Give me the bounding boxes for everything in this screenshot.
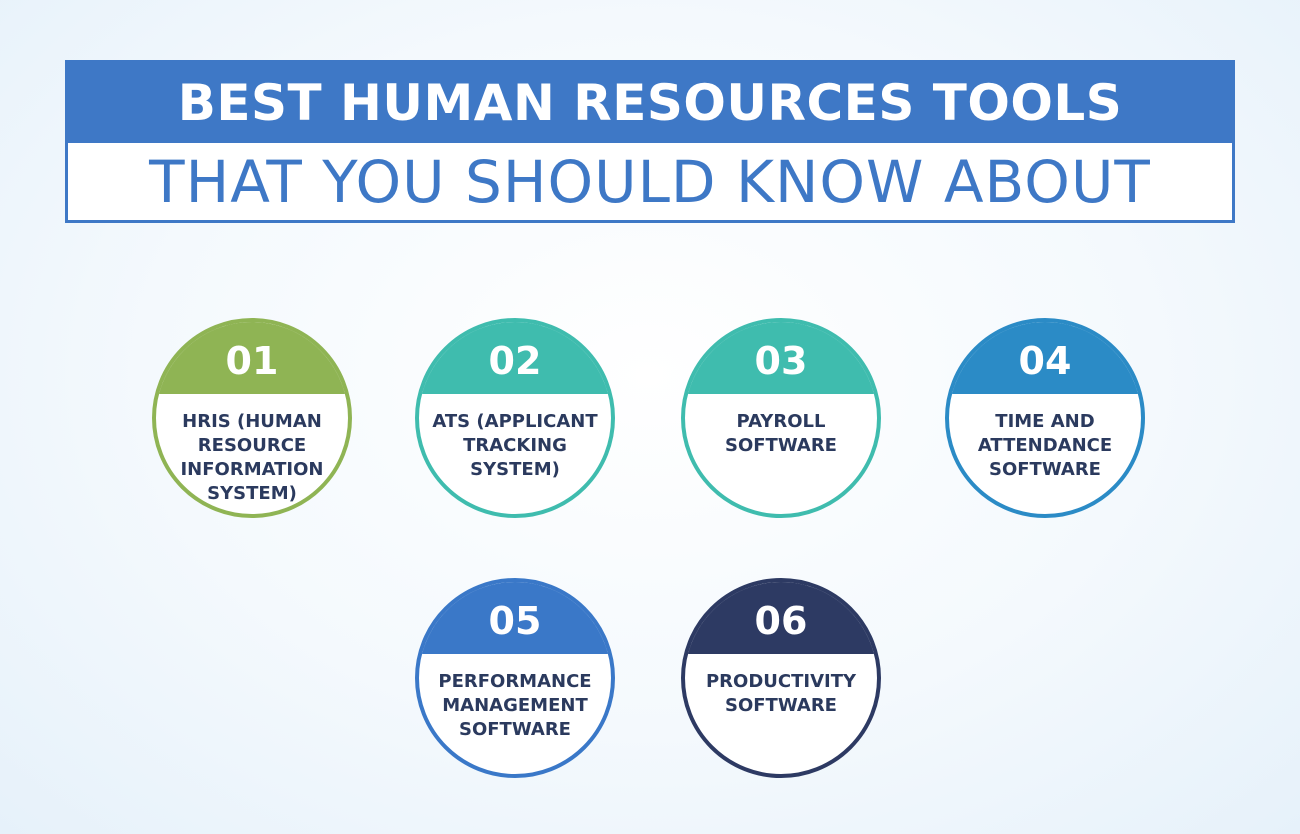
title-banner: BEST HUMAN RESOURCES TOOLS THAT YOU SHOU…	[65, 60, 1235, 223]
tool-circle-02: 02 ATS (APPLICANT TRACKING SYSTEM)	[415, 318, 615, 518]
tool-number: 06	[685, 582, 877, 654]
tool-circle-03: 03 PAYROLL SOFTWARE	[681, 318, 881, 518]
tool-label: TIME AND ATTENDANCE SOFTWARE	[977, 411, 1113, 480]
tool-number: 02	[419, 322, 611, 394]
tool-label: HRIS (HUMAN RESOURCE INFORMATION SYSTEM)	[180, 411, 324, 504]
tool-circle-04: 04 TIME AND ATTENDANCE SOFTWARE	[945, 318, 1145, 518]
tool-circle-05: 05 PERFORMANCE MANAGEMENT SOFTWARE	[415, 578, 615, 778]
tool-number: 03	[685, 322, 877, 394]
title-line-2: THAT YOU SHOULD KNOW ABOUT	[149, 147, 1151, 216]
tool-label: ATS (APPLICANT TRACKING SYSTEM)	[432, 411, 598, 480]
tool-number: 05	[419, 582, 611, 654]
tool-number: 04	[949, 322, 1141, 394]
tool-number: 01	[156, 322, 348, 394]
title-line-1: BEST HUMAN RESOURCES TOOLS	[68, 63, 1232, 143]
tool-label: PAYROLL SOFTWARE	[725, 411, 837, 456]
tool-label: PRODUCTIVITY SOFTWARE	[705, 671, 857, 716]
tool-label: PERFORMANCE MANAGEMENT SOFTWARE	[438, 671, 592, 740]
tool-circle-01: 01 HRIS (HUMAN RESOURCE INFORMATION SYST…	[152, 318, 352, 518]
tool-circle-06: 06 PRODUCTIVITY SOFTWARE	[681, 578, 881, 778]
